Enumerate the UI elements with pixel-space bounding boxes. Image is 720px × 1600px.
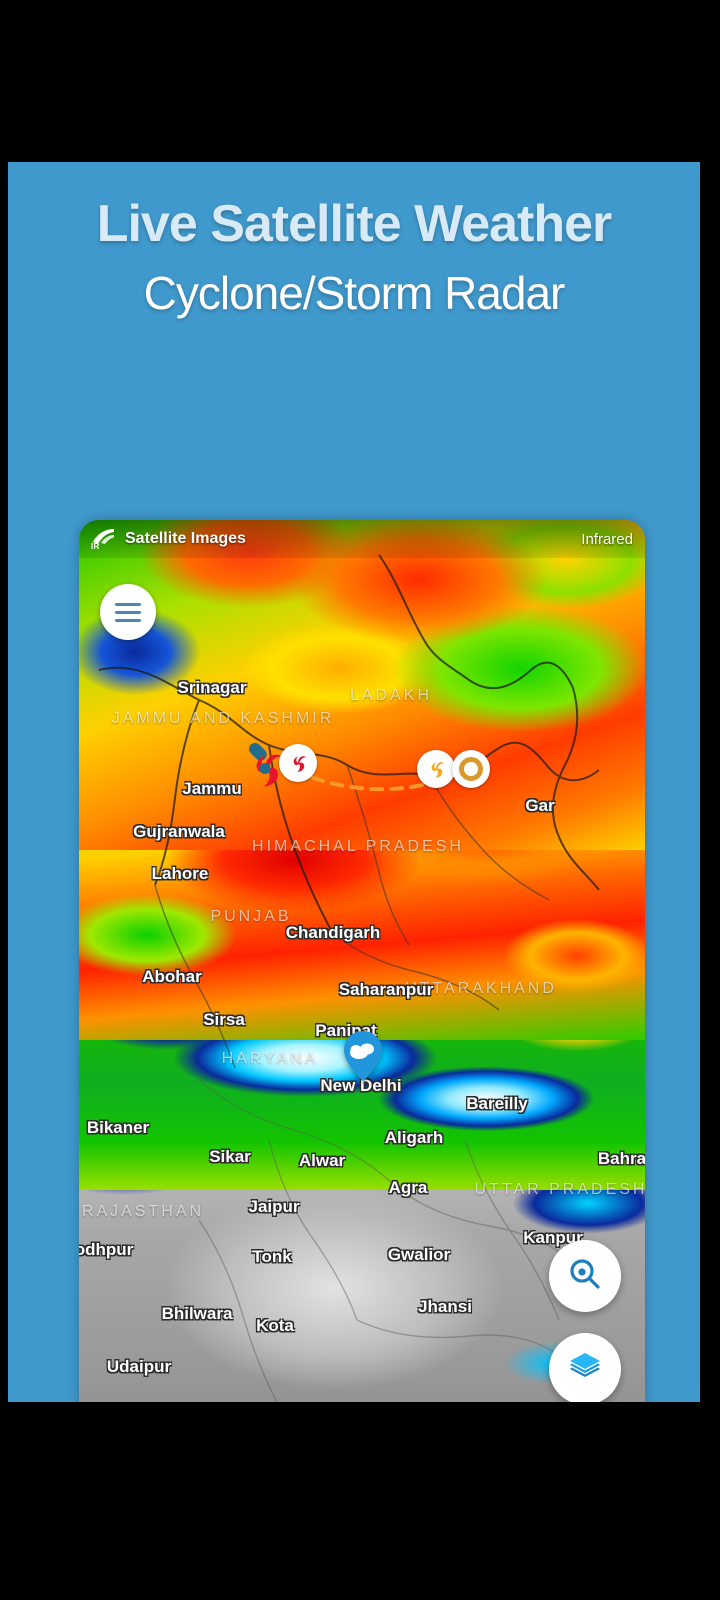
map-city-label: Sirsa [203, 1010, 245, 1029]
layers-icon [567, 1349, 603, 1390]
map-city-label: Jammu [182, 779, 242, 798]
cyclone-marker-active[interactable] [240, 744, 290, 799]
map-city-label: Udaipur [106, 1357, 172, 1376]
search-fab[interactable] [549, 1240, 621, 1312]
cyclone-marker-forecast-2[interactable] [452, 750, 490, 788]
search-icon [567, 1256, 603, 1297]
promo-panel: Live Satellite Weather Cyclone/Storm Rad… [8, 162, 700, 1402]
map-region-label: UTTAR PRADESH [474, 1181, 645, 1198]
map-city-label: Kota [256, 1316, 294, 1335]
map-region-label: LADAKH [349, 687, 433, 704]
map-city-label: Bikaner [86, 1118, 150, 1137]
ir-label: IR [91, 542, 100, 551]
map-region-label: HIMACHAL PRADESH [252, 838, 464, 855]
map-city-label: Chandigarh [285, 923, 381, 942]
map-city-label: Alwar [298, 1151, 346, 1170]
storm-head-marker [241, 741, 269, 774]
app-topbar: IR Satellite Images Infrared [79, 520, 645, 558]
map-city-label: Lahore [151, 864, 209, 883]
cyclone-marker-current[interactable] [279, 744, 317, 782]
location-pin-new-delhi[interactable] [344, 1031, 382, 1086]
map-city-label: Jaipur [248, 1197, 300, 1216]
map-city-label: Aligarh [384, 1128, 444, 1147]
map-region-label: RAJASTHAN [81, 1203, 205, 1220]
map-region-label: UTTARAKHAND [405, 980, 557, 997]
map-city-label: Bahra [597, 1149, 645, 1168]
hamburger-menu-icon[interactable] [100, 584, 156, 640]
map-city-label: Gar [525, 796, 555, 815]
map-city-label: Abohar [142, 967, 202, 986]
map-city-label: Bhilwara [161, 1304, 233, 1323]
map-city-label: Gwalior [387, 1245, 451, 1264]
satellite-signal-icon: IR [91, 527, 117, 551]
map-city-label: Saharanpur [338, 980, 434, 999]
cloud-icon [350, 1043, 374, 1059]
map-city-label: Agra [388, 1178, 428, 1197]
map-city-label: Kanpur [523, 1228, 583, 1247]
map-region-label: HARYANA [221, 1050, 319, 1067]
map-region-label: JAMMU AND KASHMIR [111, 710, 335, 727]
layers-fab[interactable] [549, 1333, 621, 1402]
map-city-label: Bareilly [466, 1094, 528, 1113]
promo-subtitle: Cyclone/Storm Radar [143, 267, 566, 319]
topbar-mode-label[interactable]: Infrared [581, 530, 633, 548]
map-city-label: Jhansi [418, 1297, 472, 1316]
map-city-label: Tonk [252, 1247, 292, 1266]
map-city-label: Gujranwala [133, 822, 225, 841]
map-region-label: PUNJAB [210, 908, 292, 925]
cyclone-marker-forecast-1[interactable] [417, 750, 455, 788]
promo-title: Live Satellite Weather [96, 195, 613, 253]
map-city-label: New Delhi [320, 1076, 402, 1095]
app-screenshot: IR Satellite Images Infrared LADAKH JAMMU… [79, 520, 645, 1402]
topbar-title: Satellite Images [125, 530, 246, 547]
map-city-label: Sikar [209, 1147, 251, 1166]
map-city-label: Srinagar [177, 678, 247, 697]
map-city-label: odhpur [79, 1240, 134, 1259]
